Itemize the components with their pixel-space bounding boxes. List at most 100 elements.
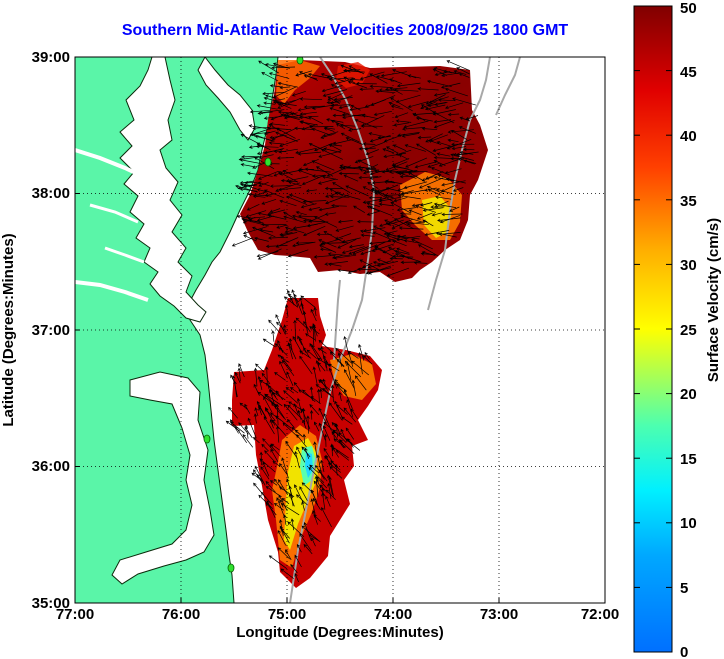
velocity-arrow: [228, 406, 238, 419]
velocity-arrow: [261, 198, 277, 205]
colorbar-tick-label: 40: [680, 128, 697, 145]
velocity-arrow: [293, 319, 297, 342]
velocity-arrow: [303, 218, 329, 223]
velocity-arrow: [257, 248, 282, 260]
velocity-arrow: [273, 478, 283, 490]
velocity-arrow: [254, 135, 275, 142]
velocity-arrow: [316, 479, 322, 489]
velocity-arrow: [277, 98, 301, 109]
velocity-arrow: [330, 83, 342, 90]
velocity-arrow: [274, 403, 286, 420]
colorbar-tick-label: 5: [680, 580, 688, 597]
velocity-arrow: [323, 447, 335, 466]
velocity-arrow: [281, 457, 289, 479]
velocity-arrow: [291, 427, 303, 437]
velocity-arrow: [256, 148, 283, 156]
velocity-arrow: [431, 212, 443, 217]
velocity-arrow: [395, 149, 412, 156]
velocity-arrow: [347, 266, 366, 274]
velocity-arrow: [344, 360, 362, 378]
velocity-arrow: [263, 130, 276, 136]
velocity-arrow: [335, 225, 354, 232]
velocity-arrow: [322, 131, 339, 138]
south-cyan: [305, 452, 313, 478]
velocity-arrow: [402, 127, 425, 131]
velocity-arrow: [447, 112, 460, 117]
river-potomac: [75, 148, 141, 177]
velocity-arrow: [360, 233, 375, 237]
velocity-arrow: [328, 143, 343, 147]
velocity-arrow: [334, 379, 343, 389]
velocity-arrow: [329, 107, 350, 115]
velocity-arrow: [280, 178, 298, 183]
velocity-arrow: [286, 371, 294, 386]
y-tick-label: 35:00: [32, 595, 70, 612]
velocity-arrow: [447, 138, 459, 143]
velocity-arrow: [398, 226, 424, 230]
velocity-arrow: [375, 89, 396, 94]
velocity-arrow: [444, 87, 468, 97]
velocity-arrow: [301, 525, 319, 541]
velocity-arrow: [296, 446, 306, 463]
velocity-arrow: [267, 209, 285, 216]
velocity-arrow: [459, 150, 474, 155]
velocity-arrow: [287, 249, 309, 258]
velocity-arrow: [301, 408, 311, 430]
velocity-arrow: [397, 193, 421, 200]
velocity-arrow: [374, 241, 386, 248]
velocity-arrow: [327, 474, 333, 495]
velocity-arrow: [388, 101, 401, 108]
velocity-arrow: [265, 244, 287, 249]
velocity-arrow: [373, 225, 396, 237]
velocity-arrow: [239, 187, 258, 192]
velocity-arrow: [278, 479, 288, 495]
velocity-arrow: [279, 462, 288, 475]
velocity-arrow: [313, 216, 338, 228]
velocity-arrow: [254, 157, 275, 170]
velocity-arrow: [309, 326, 320, 335]
velocity-arrow: [345, 136, 363, 145]
velocity-arrow: [283, 215, 306, 224]
velocity-arrow: [329, 466, 343, 479]
velocity-arrow: [331, 203, 347, 208]
velocity-arrow: [323, 433, 328, 447]
velocity-arrow: [256, 215, 274, 222]
velocity-arrow: [358, 343, 365, 361]
velocity-arrow: [242, 434, 254, 448]
velocity-arrow: [383, 230, 398, 236]
velocity-arrow: [314, 141, 336, 152]
velocity-arrow: [252, 437, 260, 444]
velocity-arrow: [421, 176, 434, 182]
velocity-arrow: [318, 407, 327, 424]
velocity-arrow: [465, 115, 479, 121]
velocity-arrow: [354, 156, 374, 164]
velocity-arrow: [301, 446, 311, 458]
velocity-arrow: [327, 482, 332, 499]
velocity-arrow: [269, 208, 281, 213]
velocity-arrow: [438, 159, 459, 167]
velocity-arrow: [446, 60, 470, 71]
velocity-arrow: [417, 135, 432, 140]
radar-station: [264, 157, 272, 167]
velocity-arrow: [347, 438, 354, 448]
velocity-arrow: [303, 543, 313, 555]
velocity-arrow: [303, 320, 311, 333]
velocity-arrow: [371, 243, 395, 252]
velocity-arrow: [279, 232, 293, 237]
radar-station: [227, 563, 235, 573]
velocity-arrow: [451, 146, 467, 151]
velocity-arrow: [331, 431, 345, 449]
velocity-arrow: [383, 152, 407, 159]
velocity-arrow: [374, 247, 386, 253]
velocity-arrow: [335, 347, 352, 364]
velocity-arrow: [358, 351, 363, 375]
velocity-arrow: [350, 408, 359, 420]
velocity-arrow: [357, 159, 376, 169]
velocity-arrow: [300, 203, 317, 209]
velocity-arrow: [327, 262, 342, 267]
river-rappahannock: [89, 203, 139, 224]
map-title: Southern Mid-Atlantic Raw Velocities 200…: [121, 22, 569, 39]
velocity-arrow: [369, 205, 393, 217]
velocity-arrow: [411, 203, 423, 208]
colorbar-tick-label: 25: [680, 322, 697, 339]
